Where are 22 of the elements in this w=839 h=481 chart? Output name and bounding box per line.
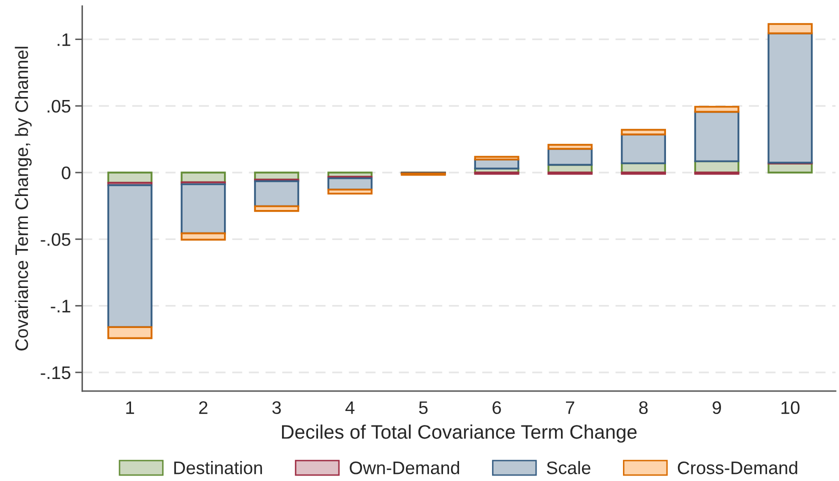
x-tick-label: 4 bbox=[345, 401, 354, 414]
legend-label: Cross-Demand bbox=[678, 460, 798, 474]
y-axis-title: Covariance Term Change, by Channel bbox=[14, 46, 32, 350]
x-tick-label: 9 bbox=[712, 401, 721, 414]
y-tick-label: -.1 bbox=[50, 300, 70, 312]
x-tick-label: 6 bbox=[492, 401, 501, 414]
x-tick-label: 2 bbox=[199, 401, 208, 414]
y-tick-label: 0 bbox=[62, 166, 70, 180]
y-tick-label: -.05 bbox=[40, 233, 70, 246]
x-axis-title: Deciles of Total Covariance Term Change bbox=[282, 424, 637, 443]
y-tick-label: .1 bbox=[58, 33, 70, 46]
legend-label: Destination bbox=[174, 460, 262, 474]
x-tick-label: 10 bbox=[781, 401, 800, 414]
y-tick-label: -.15 bbox=[40, 366, 70, 380]
legend-label: Own-Demand bbox=[350, 460, 460, 474]
x-tick-label: 5 bbox=[419, 401, 428, 414]
x-tick-label: 3 bbox=[272, 401, 281, 414]
x-tick-label: 7 bbox=[566, 401, 574, 414]
y-tick-label: .05 bbox=[48, 100, 70, 113]
x-tick-label: 1 bbox=[126, 401, 134, 414]
x-tick-label: 8 bbox=[639, 401, 648, 414]
legend-label: Scale bbox=[546, 460, 590, 474]
